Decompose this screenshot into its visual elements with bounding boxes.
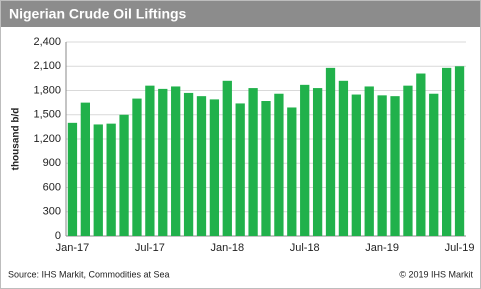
x-tick-label: Jul-18 [290,242,320,254]
credit-note: © 2019 IHS Markit [399,269,473,279]
bar [261,101,271,236]
bar [196,96,207,237]
bar [454,66,465,236]
bar [67,122,78,236]
bar [377,95,387,236]
bar [312,88,323,236]
bar [222,80,232,236]
source-note: Source: IHS Markit, Commodities at Sea [8,269,170,279]
y-tick-label: 0 [55,230,61,242]
chart-title: Nigerian Crude Oil Liftings [9,6,187,22]
bar [338,80,349,236]
x-tick-label: Jul-19 [445,242,475,254]
y-tick-label: 300 [43,206,61,218]
y-tick-label: 1,800 [33,84,61,96]
x-tick-label: Jan-19 [365,242,399,254]
bar [158,88,168,236]
bar [80,102,90,236]
bar [325,67,336,236]
bar [442,67,452,236]
bar [119,114,129,236]
y-tick-label: 900 [43,157,61,169]
bar [235,103,245,236]
x-tick-label: Jul-17 [135,242,165,254]
bar [416,73,426,237]
bar [93,124,103,236]
bar [274,93,284,236]
bar [429,93,439,236]
bar [300,84,310,236]
y-tick-label: 2,100 [33,60,61,72]
bar [364,86,374,236]
y-axis-label: thousand b/d [11,108,22,171]
bar [287,107,297,236]
bar [351,94,361,237]
x-tick-label: Jan-17 [56,242,90,254]
bar [248,88,258,236]
header-band [1,1,480,27]
bar [145,85,155,237]
bar [171,86,181,236]
bar [390,96,400,237]
y-tick-label: 1,500 [33,109,61,121]
bar [403,85,413,237]
y-tick-label: 600 [43,181,61,193]
y-tick-label: 2,400 [33,36,61,48]
bar [106,123,116,236]
bar [183,92,194,236]
x-tick-label: Jan-18 [210,242,244,254]
bar [132,98,142,236]
bar [209,99,220,237]
y-tick-label: 1,200 [33,133,61,145]
